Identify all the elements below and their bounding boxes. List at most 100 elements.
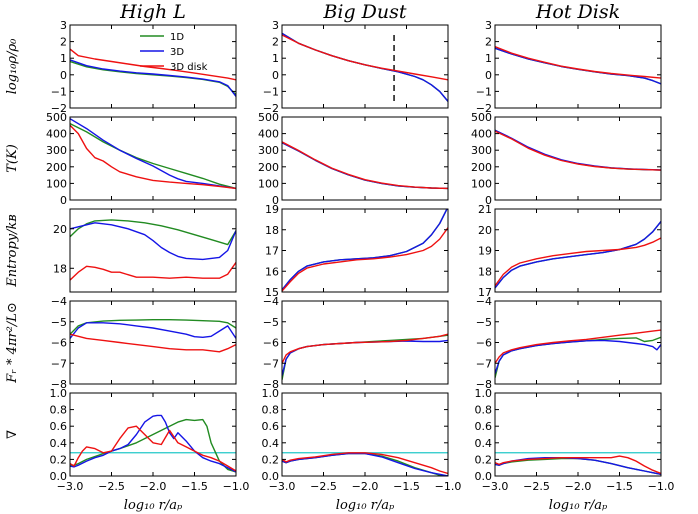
y-tick-label: 0.0 <box>475 470 493 483</box>
series-line-3d-disk <box>70 48 236 81</box>
series-line-3d <box>495 339 661 374</box>
panel-frame <box>494 116 662 201</box>
series-line-3d-disk <box>282 141 448 190</box>
y-tick-label: 0 <box>60 69 67 82</box>
panel-frame <box>494 300 662 385</box>
y-tick-label: 500 <box>46 111 67 124</box>
series-line-3d <box>282 209 448 291</box>
panel <box>281 116 449 201</box>
y-tick-label: 0.4 <box>475 437 493 450</box>
legend-label: 3D disk <box>170 62 208 73</box>
series-line-3d-disk <box>495 237 661 287</box>
series-line-1d <box>70 418 236 473</box>
y-axis-label: T(K) <box>5 144 20 173</box>
y-tick-label: 0.0 <box>50 470 68 483</box>
series-line-3d-disk <box>70 425 236 472</box>
panel-plot <box>70 219 236 281</box>
y-tick-label: −7 <box>51 357 67 370</box>
x-tick-label: −3.0 <box>57 480 84 493</box>
series-line-3d-disk <box>282 452 448 475</box>
y-tick-label: 300 <box>471 144 492 157</box>
series-line-1d <box>282 209 448 291</box>
y-tick-label: 400 <box>46 128 67 141</box>
y-tick-label: −8 <box>51 378 67 391</box>
series-line-1d <box>282 32 448 102</box>
panel <box>494 208 662 293</box>
y-tick-label: 1.0 <box>50 387 68 400</box>
y-tick-label: −5 <box>476 316 492 329</box>
y-tick-label: −7 <box>476 357 492 370</box>
y-tick-label: 0.2 <box>475 453 493 466</box>
y-tick-label: 18 <box>53 262 67 275</box>
column-title: Big Dust <box>322 1 406 23</box>
y-tick-label: 100 <box>46 177 67 190</box>
panel-frame <box>494 208 662 293</box>
y-tick-label: −4 <box>51 295 67 308</box>
y-tick-label: −4 <box>263 295 279 308</box>
y-tick-label: 1 <box>485 52 492 65</box>
series-line-1d <box>495 47 661 85</box>
y-tick-label: 17 <box>265 245 279 258</box>
y-tick-label: 400 <box>471 128 492 141</box>
panel <box>281 300 449 385</box>
y-axis-label: Fᵣ * 4πr²/L⊙ <box>5 302 20 383</box>
y-tick-label: 500 <box>258 111 279 124</box>
panel-plot <box>282 32 448 105</box>
y-tick-label: −7 <box>263 357 279 370</box>
y-tick-label: 20 <box>53 223 67 236</box>
series-line-3d <box>282 32 448 102</box>
panel-plot <box>495 329 661 378</box>
series-line-3d <box>282 142 448 190</box>
y-tick-label: 0 <box>485 69 492 82</box>
y-tick-label: 1 <box>272 52 279 65</box>
series-line-3d <box>70 59 236 97</box>
x-tick-label: −1.5 <box>181 480 208 493</box>
panel <box>281 208 449 293</box>
y-tick-label: 20 <box>478 224 492 237</box>
panel <box>281 392 449 477</box>
panel <box>69 300 237 385</box>
series-line-1d <box>70 122 236 190</box>
panel-plot <box>70 319 236 353</box>
y-tick-label: 19 <box>265 203 279 216</box>
panel-plot <box>495 221 661 289</box>
y-tick-label: 0.8 <box>50 404 68 417</box>
y-tick-label: −5 <box>51 316 67 329</box>
y-tick-label: −8 <box>476 378 492 391</box>
panel-frame <box>281 392 449 477</box>
panel <box>69 392 237 477</box>
panel-plot <box>282 209 448 292</box>
panel <box>69 208 237 293</box>
y-tick-label: 0.2 <box>50 453 68 466</box>
legend-label: 3D <box>170 47 184 58</box>
panel-frame <box>69 300 237 385</box>
panel-plot <box>70 48 236 97</box>
panel-plot <box>495 45 661 85</box>
series-line-1d <box>495 221 661 289</box>
y-tick-label: 200 <box>258 161 279 174</box>
x-tick-label: −2.5 <box>98 480 125 493</box>
legend-label: 1D <box>170 32 184 43</box>
series-line-3d-disk <box>70 124 236 190</box>
panel-frame <box>281 24 449 109</box>
y-tick-label: 100 <box>258 177 279 190</box>
panel-plot <box>282 141 448 190</box>
series-line-3d-disk <box>495 329 661 364</box>
y-tick-label: 0.6 <box>50 420 68 433</box>
y-tick-label: 200 <box>46 161 67 174</box>
panel-frame <box>69 116 237 201</box>
x-axis-label: log₁₀ r/aₚ <box>549 498 607 513</box>
y-tick-label: −1 <box>263 85 279 98</box>
y-tick-label: −5 <box>263 316 279 329</box>
x-tick-label: −1.5 <box>393 480 420 493</box>
series-line-1d <box>70 319 236 335</box>
panel <box>69 116 237 201</box>
series-line-3d-disk <box>495 455 661 475</box>
y-tick-label: 0.6 <box>475 420 493 433</box>
y-tick-label: 18 <box>478 265 492 278</box>
series-line-3d <box>495 47 661 85</box>
y-tick-label: 1.0 <box>475 387 493 400</box>
y-tick-label: 18 <box>265 224 279 237</box>
column-title: High L <box>119 1 186 23</box>
